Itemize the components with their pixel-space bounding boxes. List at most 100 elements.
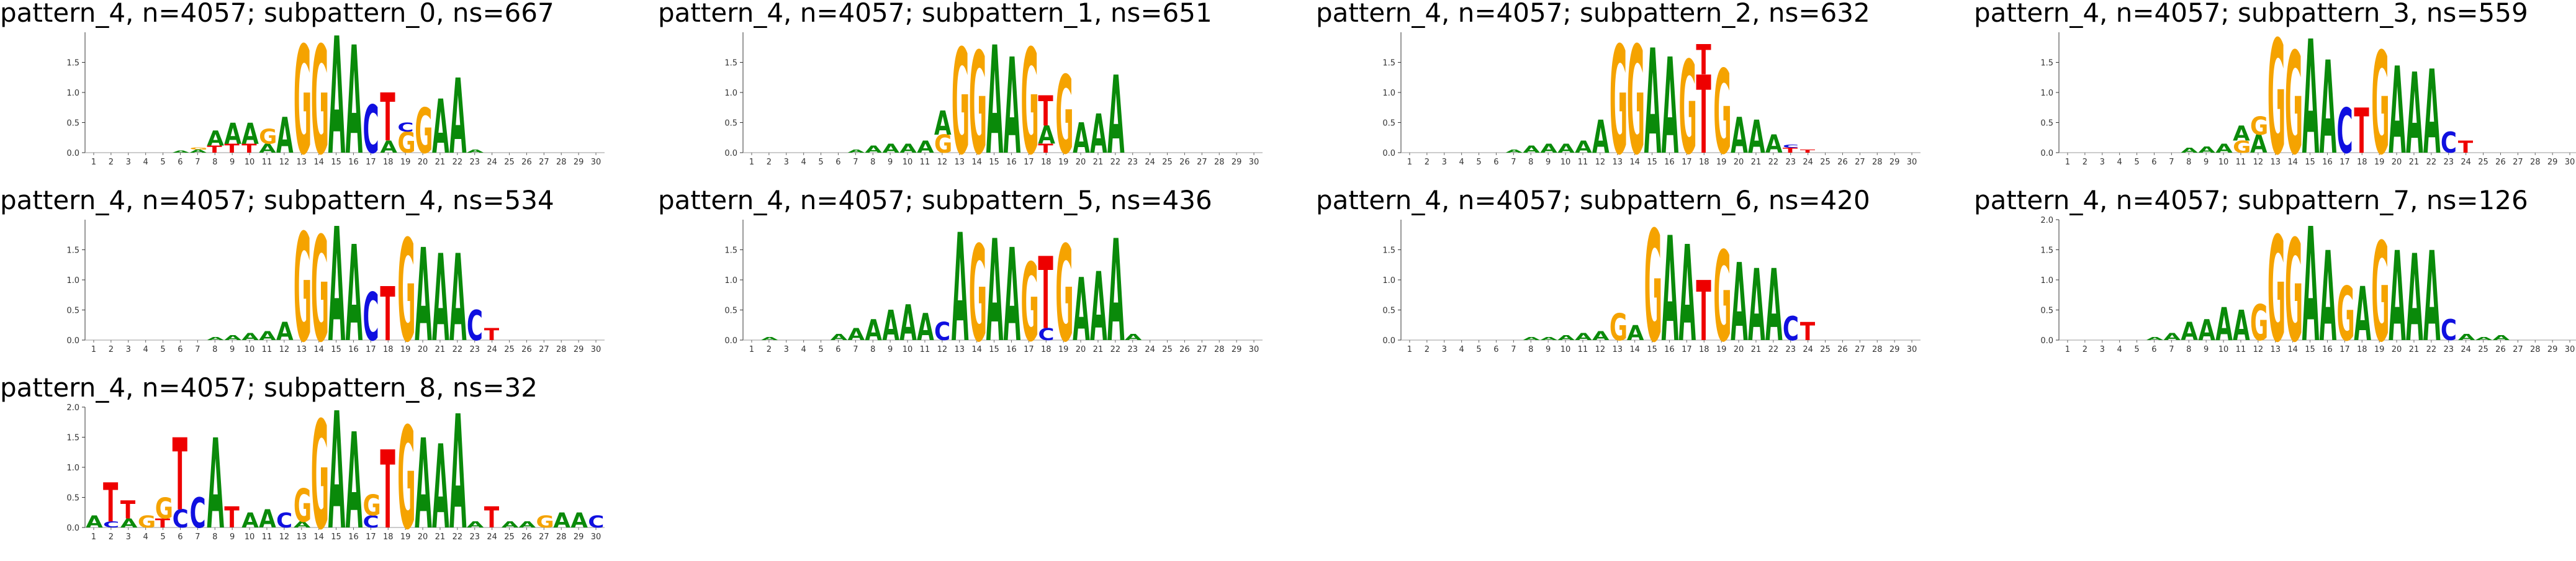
x-tick-label: 30 xyxy=(1907,345,1917,354)
x-tick-label: 22 xyxy=(1768,158,1779,167)
x-tick-label: 2 xyxy=(767,345,772,354)
x-tick-label: 24 xyxy=(487,345,497,354)
x-tick-label: 14 xyxy=(1629,158,1640,167)
x-tick-label: 29 xyxy=(1232,345,1242,354)
logo-letter-A: A xyxy=(1523,143,1540,155)
logo-letter-C: C xyxy=(467,302,483,350)
x-tick-label: 4 xyxy=(801,158,806,167)
logo-letter-T: T xyxy=(207,143,222,155)
x-tick-label: 27 xyxy=(539,532,549,542)
x-tick-label: 16 xyxy=(348,532,359,542)
x-tick-label: 3 xyxy=(126,158,131,167)
x-tick-label: 30 xyxy=(591,345,601,354)
logo-letter-C: C xyxy=(363,279,379,356)
logo-letter-C: C xyxy=(103,520,119,529)
logo-letter-T: T xyxy=(120,496,136,524)
panel-title: pattern_4, n=4057; subpattern_6, ns=420 xyxy=(1316,185,1870,215)
logo-letter-A: A xyxy=(415,222,432,370)
x-tick-label: 16 xyxy=(1006,158,1017,167)
x-tick-label: 8 xyxy=(212,532,217,542)
x-tick-label: 2 xyxy=(767,158,772,167)
sequence-logo-chart: 0.00.51.01.51 2 3 4 5 6 7 8 9 10 11 12 13 14 15 16 17 18 1… xyxy=(2040,7,2576,190)
y-tick-label: 1.0 xyxy=(1382,89,1395,98)
x-tick-label: 25 xyxy=(1162,158,1173,167)
logo-letter-G: G xyxy=(2250,294,2268,352)
x-tick-label: 6 xyxy=(1493,158,1498,167)
x-tick-label: 25 xyxy=(1820,345,1831,354)
logo-letter-T: T xyxy=(1696,37,1711,84)
x-tick-label: 14 xyxy=(313,158,324,167)
y-tick-label: 0.5 xyxy=(66,119,79,128)
logo-letter-G: G xyxy=(952,20,970,187)
x-tick-label: 22 xyxy=(2426,345,2437,354)
y-tick-label: 0.5 xyxy=(724,119,737,128)
logo-letter-A: A xyxy=(2198,313,2215,347)
x-tick-label: 4 xyxy=(143,158,148,167)
x-tick-label: 23 xyxy=(1785,345,1796,354)
logo-letter-A: A xyxy=(449,58,467,177)
x-tick-label: 19 xyxy=(400,345,411,354)
x-tick-label: 7 xyxy=(853,345,858,354)
y-tick-label: 2.0 xyxy=(66,403,79,413)
sequence-logo-chart: 0.00.51.01.51 2 3 4 5 6 7 8 9 10 11 12 13 14 15 16 17 18 1… xyxy=(724,16,1263,188)
logo-letter-A: A xyxy=(1627,321,1644,346)
x-tick-label: 20 xyxy=(1076,158,1086,167)
logo-panel: pattern_4, n=4057; subpattern_1, ns=651 0… xyxy=(658,0,1310,188)
logo-letter-T: T xyxy=(2354,96,2369,168)
y-tick-label: 1.5 xyxy=(1382,59,1395,68)
logo-letter-A: A xyxy=(328,378,346,561)
x-tick-label: 26 xyxy=(2495,345,2506,354)
x-tick-label: 6 xyxy=(2151,345,2156,354)
logo-letter-A: A xyxy=(1540,141,1557,155)
x-tick-label: 28 xyxy=(1214,345,1225,354)
logo-panel: pattern_4, n=4057; subpattern_8, ns=32 0.… xyxy=(0,372,652,561)
logo-letter-G: G xyxy=(1055,54,1073,179)
x-tick-label: 29 xyxy=(2547,158,2558,167)
x-tick-label: 6 xyxy=(178,345,182,354)
logo-letter-A: A xyxy=(207,127,224,151)
logo-letter-C: C xyxy=(588,513,604,531)
x-tick-label: 30 xyxy=(1907,158,1917,167)
logo-letter-T: T xyxy=(380,271,395,358)
x-tick-label: 17 xyxy=(1024,158,1034,167)
x-tick-label: 8 xyxy=(212,158,217,167)
logo-letter-G: G xyxy=(2268,207,2286,375)
logo-letter-A: A xyxy=(1073,115,1090,163)
logo-letter-G: G xyxy=(2233,138,2251,156)
logo-letter-A: A xyxy=(120,516,138,530)
sequence-logo-chart: 0.00.51.01.51 2 3 4 5 6 7 8 9 10 11 12 13 14 15 16 17 18 1… xyxy=(724,203,1263,375)
logo-letter-A: A xyxy=(1679,218,1696,371)
x-tick-label: 13 xyxy=(954,345,965,354)
x-tick-label: 1 xyxy=(1407,345,1412,354)
x-tick-label: 29 xyxy=(574,532,584,542)
x-tick-label: 21 xyxy=(2409,158,2420,167)
logo-letter-G: G xyxy=(1055,218,1073,371)
logo-letter-G: G xyxy=(1713,46,1731,181)
logo-letter-A: A xyxy=(2475,336,2493,341)
x-tick-label: 9 xyxy=(1546,158,1551,167)
logo-letter-A: A xyxy=(380,138,397,156)
logo-letter-T: T xyxy=(224,141,240,155)
logo-letter-A: A xyxy=(2302,7,2320,190)
logo-letter-A: A xyxy=(259,141,276,155)
x-tick-label: 15 xyxy=(331,345,341,354)
logo-letter-T: T xyxy=(1696,264,1711,359)
x-tick-label: 12 xyxy=(1595,345,1606,354)
x-tick-label: 12 xyxy=(279,532,290,542)
x-tick-label: 6 xyxy=(1493,345,1498,354)
x-tick-label: 1 xyxy=(91,532,96,542)
x-tick-label: 26 xyxy=(1837,158,1848,167)
x-tick-label: 9 xyxy=(230,532,235,542)
logo-letter-A: A xyxy=(2406,50,2423,179)
logo-letter-G: G xyxy=(397,211,415,374)
x-tick-label: 22 xyxy=(453,532,463,542)
panel-title: pattern_4, n=4057; subpattern_2, ns=632 xyxy=(1316,0,1870,28)
x-tick-label: 6 xyxy=(178,158,182,167)
logo-letter-A: A xyxy=(848,325,865,344)
x-tick-label: 4 xyxy=(1459,158,1464,167)
x-tick-label: 30 xyxy=(591,158,601,167)
x-tick-label: 10 xyxy=(245,345,255,354)
logo-letter-A: A xyxy=(276,107,294,164)
logo-letter-A: A xyxy=(2458,333,2475,342)
logo-letter-T: T xyxy=(380,429,395,554)
